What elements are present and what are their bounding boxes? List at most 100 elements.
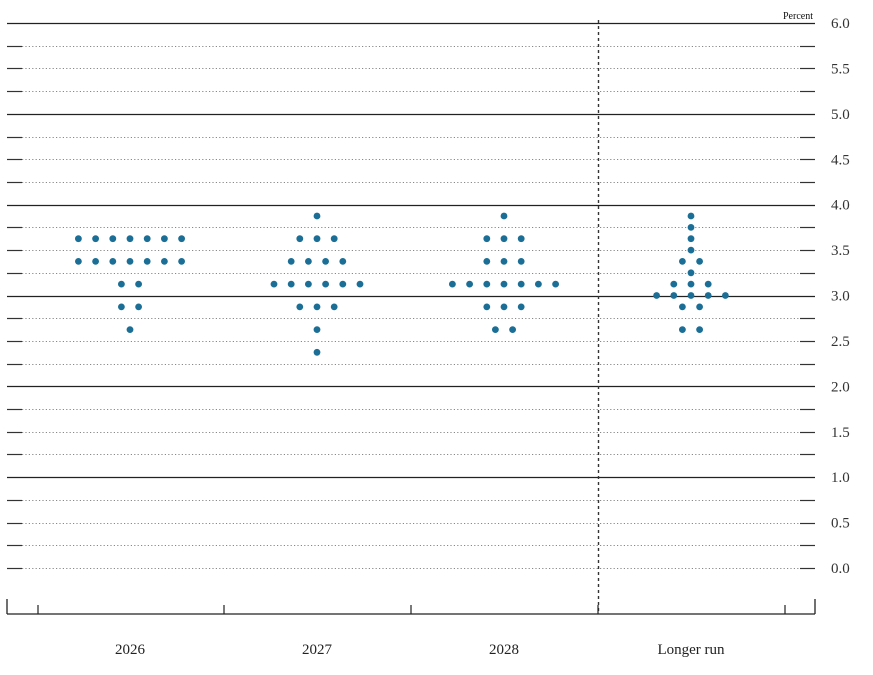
participant-dot: [92, 235, 99, 243]
participant-dot: [118, 280, 125, 288]
y-tick-label: 4.0: [831, 198, 850, 214]
series-2027: [270, 212, 364, 356]
participant-dot: [687, 212, 695, 220]
participant-dot: [135, 280, 143, 288]
participant-dot: [339, 280, 347, 288]
participant-dot: [143, 235, 151, 243]
participant-dot: [687, 224, 695, 231]
participant-dot: [679, 258, 686, 265]
participant-dot: [135, 303, 143, 311]
participant-dot: [178, 258, 186, 265]
participant-dot: [722, 292, 729, 299]
participant-dot: [109, 235, 117, 243]
y-axis-unit-label: Percent: [783, 11, 813, 22]
participant-dot: [492, 326, 499, 333]
participant-dot: [126, 326, 134, 333]
participant-dot: [483, 280, 491, 288]
y-tick-label: 5.5: [831, 61, 850, 77]
participant-dot: [535, 280, 542, 288]
participant-dot: [322, 258, 329, 265]
participant-dot: [178, 235, 186, 243]
participant-dot: [161, 258, 168, 265]
participant-dot: [313, 326, 321, 333]
participant-dot: [517, 303, 525, 311]
participant-dot: [92, 258, 99, 265]
participant-dot: [449, 280, 456, 288]
participant-dot: [517, 258, 525, 265]
x-category-label: 2028: [489, 642, 519, 658]
participant-dot: [679, 326, 686, 333]
x-axis: [6, 599, 816, 615]
participant-dot: [126, 258, 134, 265]
series-longer-run: [653, 212, 729, 333]
series-2026: [75, 235, 186, 333]
participant-dot: [466, 280, 473, 288]
participant-dot: [75, 258, 82, 265]
participant-dot: [143, 258, 151, 265]
y-tick-label: 1.5: [831, 425, 850, 441]
participant-dot: [339, 258, 347, 265]
participant-dot: [287, 280, 295, 288]
participant-dot: [126, 235, 134, 243]
participant-dot: [552, 280, 559, 288]
y-tick-label: 0.0: [831, 561, 850, 577]
x-category-label: 2027: [302, 642, 333, 658]
participant-dot: [109, 258, 117, 265]
participant-dot: [483, 303, 491, 311]
participant-dot: [517, 235, 525, 243]
participant-dot: [687, 280, 695, 288]
participant-dot: [696, 258, 703, 265]
participant-dot: [356, 280, 364, 288]
participant-dot: [704, 292, 712, 299]
participant-dot: [75, 235, 82, 243]
participant-dot: [500, 303, 508, 311]
participant-dot: [305, 258, 312, 265]
series-2028: [449, 212, 559, 333]
x-category-label: Longer run: [657, 642, 725, 658]
participant-dot: [296, 303, 304, 311]
participant-dot: [704, 280, 712, 288]
y-tick-label: 6.0: [831, 16, 850, 32]
participant-dot: [653, 292, 660, 299]
participant-dot: [483, 258, 491, 265]
participant-dot: [305, 280, 312, 288]
participant-dot: [679, 303, 686, 311]
participant-dot: [696, 326, 703, 333]
participant-dot: [270, 280, 278, 288]
participant-dot: [687, 292, 695, 299]
participant-dot: [287, 258, 295, 265]
y-tick-label: 2.0: [831, 379, 850, 395]
participant-dot: [483, 235, 491, 243]
dot-series: [75, 212, 729, 356]
y-tick-label: 3.5: [831, 243, 850, 259]
participant-dot: [313, 212, 321, 220]
participant-dot: [118, 303, 125, 311]
participant-dot: [313, 348, 321, 356]
x-axis-category-labels: 2026 2027 2028 Longer run: [115, 642, 725, 658]
y-tick-label: 4.5: [831, 152, 850, 168]
participant-dot: [696, 303, 703, 311]
participant-dot: [509, 326, 516, 333]
participant-dot: [687, 269, 695, 277]
x-category-label: 2026: [115, 642, 146, 658]
participant-dot: [670, 280, 678, 288]
y-tick-label: 2.5: [831, 334, 850, 350]
participant-dot: [687, 235, 695, 243]
y-axis: 0.0 0.5 1.0 1.5 2.0 2.5 3.0 3.5 4.0 4.5 5.0 5.5 6.0: [831, 16, 850, 577]
participant-dot: [500, 212, 508, 220]
y-tick-label: 0.5: [831, 516, 850, 532]
gridlines: [7, 22, 815, 570]
participant-dot: [517, 280, 525, 288]
participant-dot: [313, 235, 321, 243]
participant-dot: [330, 303, 338, 311]
participant-dot: [500, 235, 508, 243]
participant-dot: [313, 303, 321, 311]
participant-dot: [296, 235, 304, 243]
participant-dot: [500, 280, 508, 288]
participant-dot: [330, 235, 338, 243]
participant-dot: [670, 292, 678, 299]
y-tick-label: 3.0: [831, 289, 850, 305]
y-tick-label: 5.0: [831, 107, 850, 123]
participant-dot: [322, 280, 329, 288]
